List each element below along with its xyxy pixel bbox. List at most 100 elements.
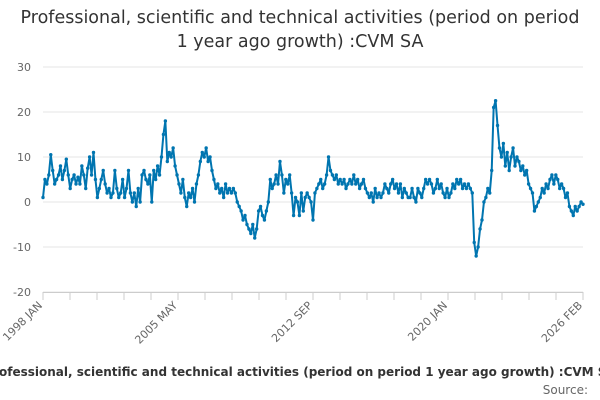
data-point [186, 191, 191, 195]
data-point [243, 213, 247, 218]
data-point [563, 195, 568, 200]
data-point [350, 182, 354, 186]
data-point [146, 182, 150, 186]
data-point [138, 200, 142, 204]
data-point [484, 195, 488, 200]
data-point [95, 195, 100, 200]
data-point [355, 177, 360, 182]
data-point [567, 204, 572, 209]
data-point [85, 166, 90, 170]
data-point [214, 186, 218, 191]
data-point [229, 191, 234, 195]
data-point [72, 173, 76, 177]
data-point [157, 173, 162, 177]
data-point [256, 209, 261, 213]
data-point [58, 164, 63, 168]
data-point [175, 173, 179, 177]
data-point [221, 195, 226, 200]
data-point [493, 99, 498, 103]
data-point [225, 191, 230, 195]
data-point [289, 191, 294, 195]
data-point [381, 191, 385, 195]
data-point [336, 182, 340, 186]
data-point [569, 209, 574, 213]
data-point [153, 177, 158, 182]
data-point [326, 155, 331, 159]
data-point [491, 105, 496, 110]
data-point [309, 200, 313, 204]
data-point [47, 173, 51, 177]
data-point [181, 177, 185, 182]
data-point [548, 177, 552, 182]
data-point [54, 177, 59, 182]
data-point [319, 177, 323, 182]
data-point [307, 195, 311, 200]
data-point [352, 173, 356, 177]
data-point [264, 209, 269, 213]
data-point [402, 186, 406, 191]
data-point [128, 191, 133, 195]
data-point [418, 191, 422, 195]
data-point [239, 209, 243, 213]
data-point [43, 177, 47, 182]
data-point [262, 218, 267, 222]
data-point [62, 168, 67, 173]
x-tick-label: 2005 MAY [132, 299, 180, 347]
data-point [379, 195, 383, 200]
data-point [91, 150, 96, 155]
data-point [340, 182, 344, 186]
data-point [396, 191, 401, 195]
data-point [286, 182, 290, 186]
data-point [132, 191, 136, 195]
data-point [291, 213, 296, 218]
data-point [447, 195, 451, 200]
data-point [56, 173, 61, 177]
data-point [70, 177, 74, 182]
data-point [392, 186, 397, 191]
data-point [427, 177, 432, 182]
data-point [443, 195, 447, 200]
data-point [171, 146, 175, 150]
data-point [179, 191, 183, 195]
y-tick-label: 0 [24, 196, 31, 209]
data-point [66, 173, 70, 177]
data-point [521, 164, 525, 168]
y-tick-label: 10 [17, 151, 31, 164]
data-point [183, 195, 187, 200]
data-point [80, 164, 84, 168]
axes [42, 292, 584, 300]
data-point [433, 186, 438, 191]
data-point [109, 195, 113, 200]
data-point [192, 200, 197, 204]
data-point [103, 182, 107, 186]
data-point [497, 146, 502, 150]
data-point [536, 200, 541, 204]
data-point [200, 150, 204, 155]
x-tick-label: 2012 SEP [269, 299, 315, 345]
chart-title: Professional, scientific and technical a… [20, 8, 580, 52]
data-point [507, 168, 511, 173]
x-tick-label: 1998 JAN [0, 299, 45, 344]
data-point [299, 191, 304, 195]
y-tick-label: -10 [13, 241, 31, 254]
x-tick-label: 2026 FEB [539, 299, 585, 345]
data-point [449, 191, 453, 195]
data-point [581, 202, 585, 206]
data-point [274, 173, 278, 177]
data-point [511, 146, 515, 150]
data-point [120, 177, 125, 182]
data-point [420, 195, 424, 200]
data-point [268, 177, 272, 182]
data-point [342, 177, 346, 182]
data-point [161, 132, 166, 137]
data-point [173, 164, 177, 168]
data-point [575, 209, 579, 213]
data-point [519, 168, 523, 173]
data-point [148, 173, 152, 177]
data-point [206, 159, 210, 164]
data-point [284, 177, 288, 182]
data-point [385, 186, 389, 191]
data-point [76, 175, 80, 179]
data-point [445, 186, 449, 191]
